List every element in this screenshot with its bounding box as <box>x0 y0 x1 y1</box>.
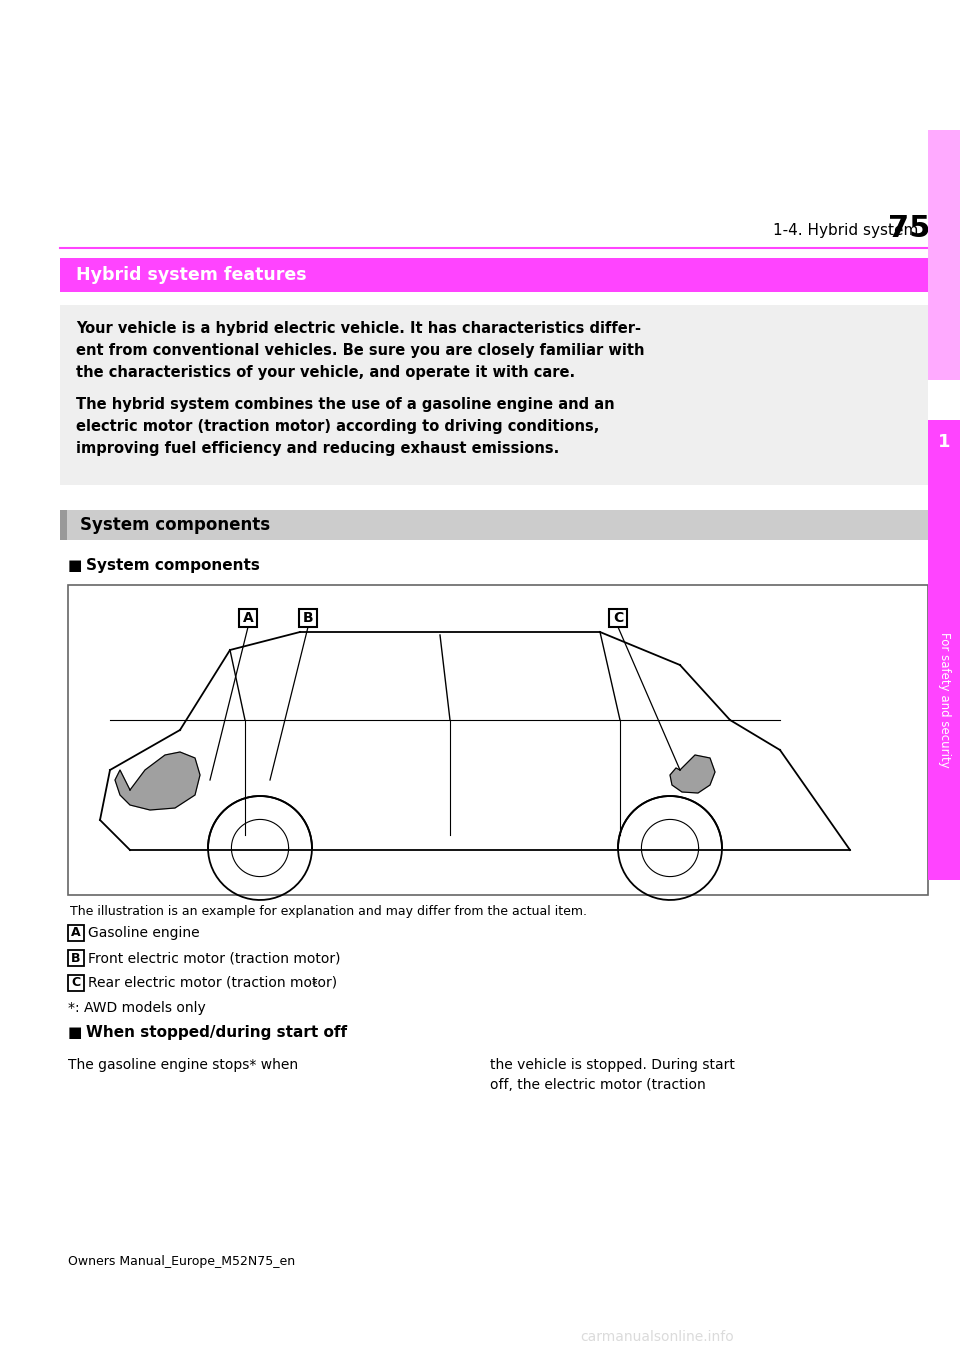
FancyBboxPatch shape <box>68 951 84 966</box>
Text: The hybrid system combines the use of a gasoline engine and an: The hybrid system combines the use of a … <box>76 397 614 411</box>
FancyBboxPatch shape <box>928 130 960 380</box>
Text: off, the electric motor (traction: off, the electric motor (traction <box>490 1078 706 1092</box>
Text: The illustration is an example for explanation and may differ from the actual it: The illustration is an example for expla… <box>70 904 587 918</box>
Text: Hybrid system features: Hybrid system features <box>76 266 306 284</box>
Text: Front electric motor (traction motor): Front electric motor (traction motor) <box>88 951 341 966</box>
Text: B: B <box>71 952 81 964</box>
Text: 75: 75 <box>888 215 930 243</box>
Text: System components: System components <box>80 516 270 534</box>
Text: ent from conventional vehicles. Be sure you are closely familiar with: ent from conventional vehicles. Be sure … <box>76 344 644 359</box>
Text: B: B <box>302 611 313 625</box>
FancyBboxPatch shape <box>68 585 928 895</box>
FancyBboxPatch shape <box>60 511 67 540</box>
Text: System components: System components <box>86 558 260 573</box>
FancyBboxPatch shape <box>299 608 317 627</box>
Text: C: C <box>612 611 623 625</box>
Text: the characteristics of your vehicle, and operate it with care.: the characteristics of your vehicle, and… <box>76 365 575 380</box>
FancyBboxPatch shape <box>928 420 960 880</box>
Text: Your vehicle is a hybrid electric vehicle. It has characteristics differ-: Your vehicle is a hybrid electric vehicl… <box>76 320 641 335</box>
FancyBboxPatch shape <box>67 511 928 540</box>
Text: *: * <box>312 980 317 990</box>
Text: C: C <box>71 976 81 990</box>
Text: A: A <box>71 926 81 940</box>
Text: ■: ■ <box>68 1025 83 1040</box>
Text: 1: 1 <box>938 433 950 451</box>
Text: *: AWD models only: *: AWD models only <box>68 1001 205 1014</box>
Text: A: A <box>243 611 253 625</box>
FancyBboxPatch shape <box>239 608 257 627</box>
Text: Rear electric motor (traction motor): Rear electric motor (traction motor) <box>88 976 337 990</box>
Text: When stopped/during start off: When stopped/during start off <box>86 1025 348 1040</box>
Text: ■: ■ <box>68 558 83 573</box>
Text: For safety and security: For safety and security <box>938 631 950 767</box>
Text: the vehicle is stopped. During start: the vehicle is stopped. During start <box>490 1058 734 1071</box>
Text: carmanualsonline.info: carmanualsonline.info <box>580 1329 733 1344</box>
FancyBboxPatch shape <box>60 258 928 292</box>
Text: Owners Manual_Europe_M52N75_en: Owners Manual_Europe_M52N75_en <box>68 1255 295 1268</box>
Polygon shape <box>670 755 715 793</box>
FancyBboxPatch shape <box>68 925 84 941</box>
Text: improving fuel efficiency and reducing exhaust emissions.: improving fuel efficiency and reducing e… <box>76 441 560 456</box>
FancyBboxPatch shape <box>68 975 84 991</box>
Polygon shape <box>115 752 200 809</box>
FancyBboxPatch shape <box>609 608 627 627</box>
Text: electric motor (traction motor) according to driving conditions,: electric motor (traction motor) accordin… <box>76 420 599 435</box>
Text: The gasoline engine stops* when: The gasoline engine stops* when <box>68 1058 299 1071</box>
FancyBboxPatch shape <box>60 306 928 485</box>
Text: Gasoline engine: Gasoline engine <box>88 926 200 940</box>
Text: 1-4. Hybrid system: 1-4. Hybrid system <box>773 223 918 238</box>
